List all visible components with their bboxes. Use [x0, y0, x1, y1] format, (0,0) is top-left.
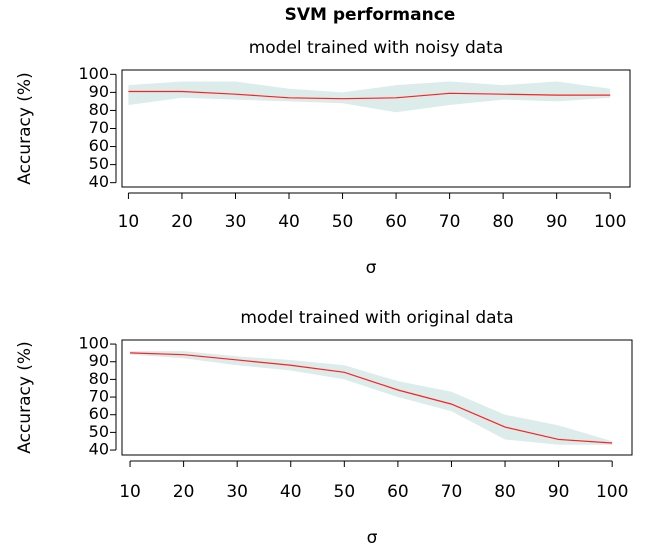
- y-tick-label: 90: [89, 351, 109, 370]
- x-tick-label: 40: [278, 212, 300, 232]
- band: [128, 81, 611, 113]
- x-tick-label: 40: [280, 482, 302, 502]
- x-tick-label: 60: [385, 212, 407, 232]
- band: [130, 351, 613, 445]
- y-tick-label: 50: [89, 422, 109, 441]
- x-tick-label: 70: [439, 212, 461, 232]
- y-tick-label: 60: [89, 404, 109, 423]
- x-tick-label: 30: [226, 482, 248, 502]
- y-axis-label: Accuracy (%): [15, 72, 35, 184]
- chart-subtitle: model trained with noisy data: [249, 38, 504, 58]
- line: [128, 90, 611, 100]
- figure-title: SVM performance: [285, 5, 456, 25]
- x-axis-label: σ: [366, 258, 377, 278]
- y-tick-label: 80: [89, 100, 109, 119]
- x-tick-label: 80: [492, 212, 514, 232]
- y-tick-label: 70: [89, 118, 109, 137]
- x-tick-label: 50: [334, 482, 356, 502]
- x-tick-label: 80: [494, 482, 516, 502]
- y-tick-label: 100: [78, 334, 109, 353]
- y-tick-label: 40: [89, 440, 109, 459]
- line: [130, 352, 613, 444]
- y-tick-label: 90: [89, 82, 109, 101]
- x-tick-label: 100: [594, 212, 626, 232]
- plot-frame: [121, 69, 631, 188]
- x-tick-label: 60: [387, 482, 409, 502]
- x-tick-label: 20: [171, 212, 193, 232]
- y-tick-label: 40: [89, 172, 109, 191]
- x-axis-label: σ: [367, 528, 378, 548]
- x-tick-label: 90: [548, 482, 570, 502]
- y-tick-label: 60: [89, 136, 109, 155]
- y-tick-label: 70: [89, 387, 109, 406]
- x-tick-label: 10: [119, 482, 141, 502]
- x-tick-label: 70: [441, 482, 463, 502]
- x-tick-label: 20: [173, 482, 195, 502]
- chart-subtitle: model trained with original data: [240, 308, 513, 328]
- y-tick-label: 80: [89, 369, 109, 388]
- y-tick-label: 50: [89, 154, 109, 173]
- x-tick-label: 30: [225, 212, 247, 232]
- x-tick-label: 100: [596, 482, 628, 502]
- x-tick-label: 10: [118, 212, 140, 232]
- plot-frame: [121, 339, 633, 456]
- y-axis-label: Accuracy (%): [15, 341, 35, 453]
- y-tick-label: 100: [78, 64, 109, 83]
- x-tick-label: 90: [546, 212, 568, 232]
- x-tick-label: 50: [332, 212, 354, 232]
